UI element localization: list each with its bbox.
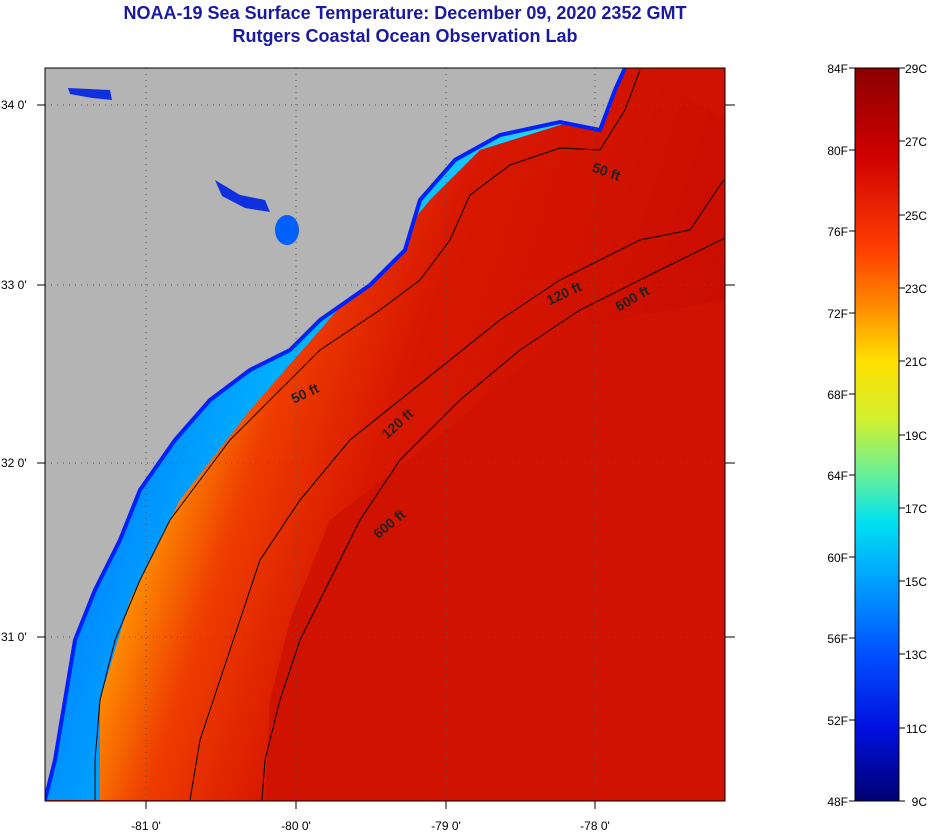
land-mass (45, 68, 625, 800)
colorbar-c-label: 27C (905, 135, 927, 149)
colorbar (854, 67, 900, 802)
colorbar-c-label: 9C (912, 795, 928, 809)
inland-water (215, 180, 270, 212)
lon-tick-label: -81 0' (131, 819, 161, 832)
lon-tick-label: -78 0' (580, 819, 610, 832)
colorbar-f-label: 68F (827, 388, 848, 402)
colorbar-f-label: 56F (827, 632, 848, 646)
map-subtitle: Rutgers Coastal Ocean Observation Lab (232, 26, 578, 46)
colorbar-c-label: 21C (905, 355, 927, 369)
map-title: NOAA-19 Sea Surface Temperature: Decembe… (123, 3, 687, 23)
inland-water (68, 88, 112, 100)
colorbar-f-label: 72F (827, 307, 848, 321)
colorbar-f-label: 76F (827, 225, 848, 239)
colorbar-c-label: 23C (905, 282, 927, 296)
isobath-50ft (94, 69, 641, 800)
colorbar-f-label: 84F (827, 62, 848, 76)
isobath-600ft (261, 237, 725, 801)
lon-tick-label: -80 0' (281, 819, 311, 832)
colorbar-c-label: 15C (905, 575, 927, 589)
map-frame (44, 67, 726, 802)
colorbar-c-label: 29C (905, 62, 927, 76)
colorbar-f-label: 60F (827, 551, 848, 565)
colorbar-c-label: 17C (905, 502, 927, 516)
colorbar-f-label: 52F (827, 714, 848, 728)
graticule (45, 68, 725, 801)
lon-tick-label: -79 0' (431, 819, 461, 832)
axis-ticks (37, 104, 735, 809)
lat-tick-label: 31 0' (1, 630, 27, 644)
lat-tick-label: 32 0' (1, 456, 27, 470)
colorbar-c-label: 13C (905, 648, 927, 662)
colorbar-f-label: 80F (827, 144, 848, 158)
map-panel (45, 68, 725, 801)
colorbar-ticks (849, 67, 905, 802)
colorbar-f-label: 48F (827, 795, 848, 809)
colorbar-f-label: 64F (827, 469, 848, 483)
colorbar-c-label: 25C (905, 209, 927, 223)
coastline (45, 68, 627, 801)
colorbar-c-label: 11C (906, 722, 927, 736)
lat-tick-label: 34 0' (1, 98, 27, 112)
colorbar-c-label: 19C (905, 429, 927, 443)
inland-lake (275, 215, 299, 245)
lat-tick-label: 33 0' (1, 278, 27, 292)
isobath-120ft (189, 177, 725, 801)
